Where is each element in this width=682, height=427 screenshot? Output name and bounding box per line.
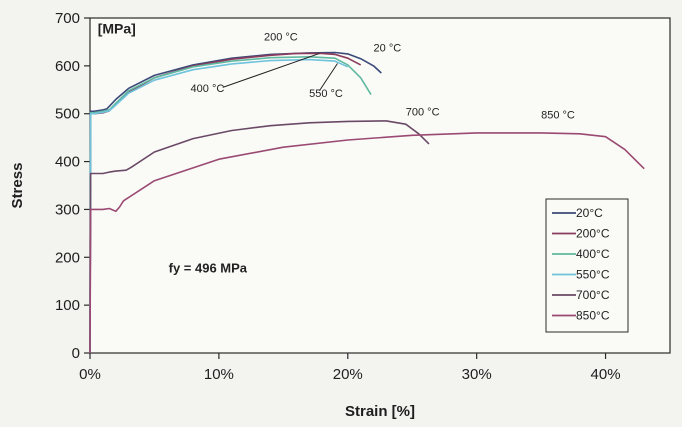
curve-annotation: 850 °C [541, 110, 575, 122]
y-tick-label: 500 [55, 106, 80, 123]
y-tick-label: 700 [55, 10, 80, 27]
y-tick-label: 200 [55, 249, 80, 266]
curve-annotation: 700 °C [406, 107, 440, 119]
x-tick-label: 20% [333, 366, 363, 383]
unit-label: [MPa] [98, 20, 136, 36]
y-tick-label: 600 [55, 58, 80, 75]
y-tick-label: 400 [55, 154, 80, 171]
curve-annotation: 20 °C [374, 43, 402, 55]
legend-label: 20°C [576, 206, 603, 220]
y-tick-label: 0 [72, 345, 80, 362]
series-line-700C [89, 120, 430, 354]
legend-label: 400°C [576, 247, 610, 261]
y-axis-title: Stress [9, 163, 26, 209]
legend-box [545, 198, 629, 333]
x-axis-title: Strain [%] [345, 403, 415, 420]
legend-label: 700°C [576, 288, 610, 302]
yield-strength-note: fy = 496 MPa [169, 261, 248, 276]
legend-label: 200°C [576, 227, 610, 241]
legend-label: 850°C [576, 309, 610, 323]
x-tick-label: 40% [591, 366, 621, 383]
x-tick-label: 0% [79, 366, 101, 383]
x-tick-label: 10% [204, 366, 234, 383]
series-line-20C [89, 51, 382, 354]
legend-label: 550°C [576, 268, 610, 282]
leader-line-550 [319, 63, 338, 92]
leader-line-400 [222, 52, 320, 88]
curve-annotation: 400 °C [191, 83, 225, 95]
series-line-400C [89, 56, 372, 354]
curve-annotation: 200 °C [264, 31, 298, 43]
x-tick-label: 30% [462, 366, 492, 383]
y-tick-label: 300 [55, 201, 80, 218]
y-tick-label: 100 [55, 297, 80, 314]
series-line-850C [89, 132, 645, 354]
curve-annotation: 550 °C [309, 88, 343, 100]
